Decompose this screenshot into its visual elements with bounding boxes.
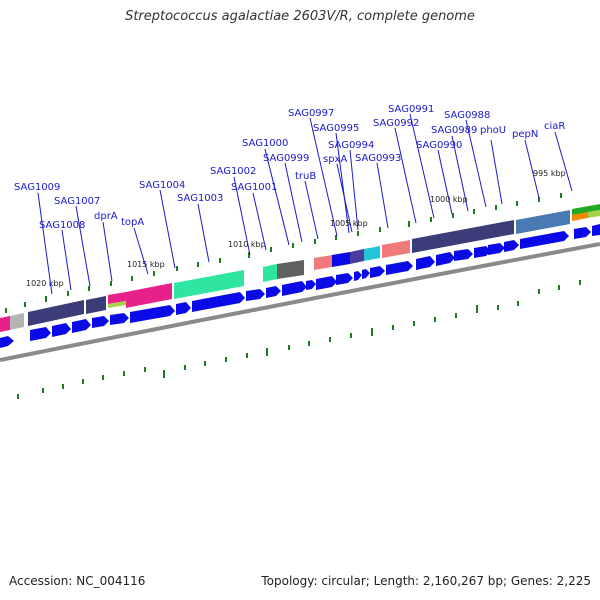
gene-label-sag0991: SAG0991 [388,104,434,115]
gene-label-sag0990: SAG0990 [416,140,462,151]
gene-labels: SAG1009 SAG1008 SAG1007 dprA topA SAG100… [14,104,565,231]
gene-label-sag0993: SAG0993 [355,153,401,164]
kbp-label: 1015 kbp [127,260,165,269]
gene-label-sag1009: SAG1009 [14,182,60,193]
cds-arrow-track [0,224,600,348]
inner-tick-track [17,280,581,399]
gene-label-sag0988: SAG0988 [444,110,490,121]
gene-label-spxA: spxA [323,154,347,165]
leader-lines [37,113,573,295]
gene-label-dprA: dprA [94,211,118,222]
topology-text: Topology: circular; Length: 2,160,267 bp… [261,574,591,588]
gene-label-sag0989: SAG0989 [431,125,477,136]
kbp-label: 1020 kbp [26,279,64,288]
gene-label-sag1000: SAG1000 [242,138,288,149]
gene-label-topA: topA [121,217,144,228]
gene-label-sag1003: SAG1003 [177,193,223,204]
accession-text: Accession: NC_004116 [9,574,146,588]
gene-label-ciaR: ciaR [544,121,565,132]
gene-label-sag0995: SAG0995 [313,123,359,134]
gene-label-sag1008: SAG1008 [39,220,85,231]
gene-label-sag0992: SAG0992 [373,118,419,129]
gene-label-pepN: pepN [512,129,538,140]
gene-label-sag1007: SAG1007 [54,196,100,207]
gene-label-sag1004: SAG1004 [139,180,185,191]
gene-label-truB: truB [295,171,316,182]
gene-label-sag0999: SAG0999 [263,153,309,164]
map-title: Streptococcus agalactiae 2603V/R, comple… [125,9,475,24]
gene-label-phoU: phoU [480,125,506,136]
kbp-label: 995 kbp [533,169,566,178]
gene-label-sag1002: SAG1002 [210,166,256,177]
genome-backbone [0,242,600,362]
kbp-label: 1010 kbp [228,240,266,249]
gene-label-sag1001: SAG1001 [231,182,277,193]
gene-label-sag0994: SAG0994 [328,140,374,151]
feature-color-track [0,204,600,332]
gene-label-sag0997: SAG0997 [288,108,334,119]
kbp-label: 1005 kbp [330,219,368,228]
outer-tick-track [5,193,562,313]
